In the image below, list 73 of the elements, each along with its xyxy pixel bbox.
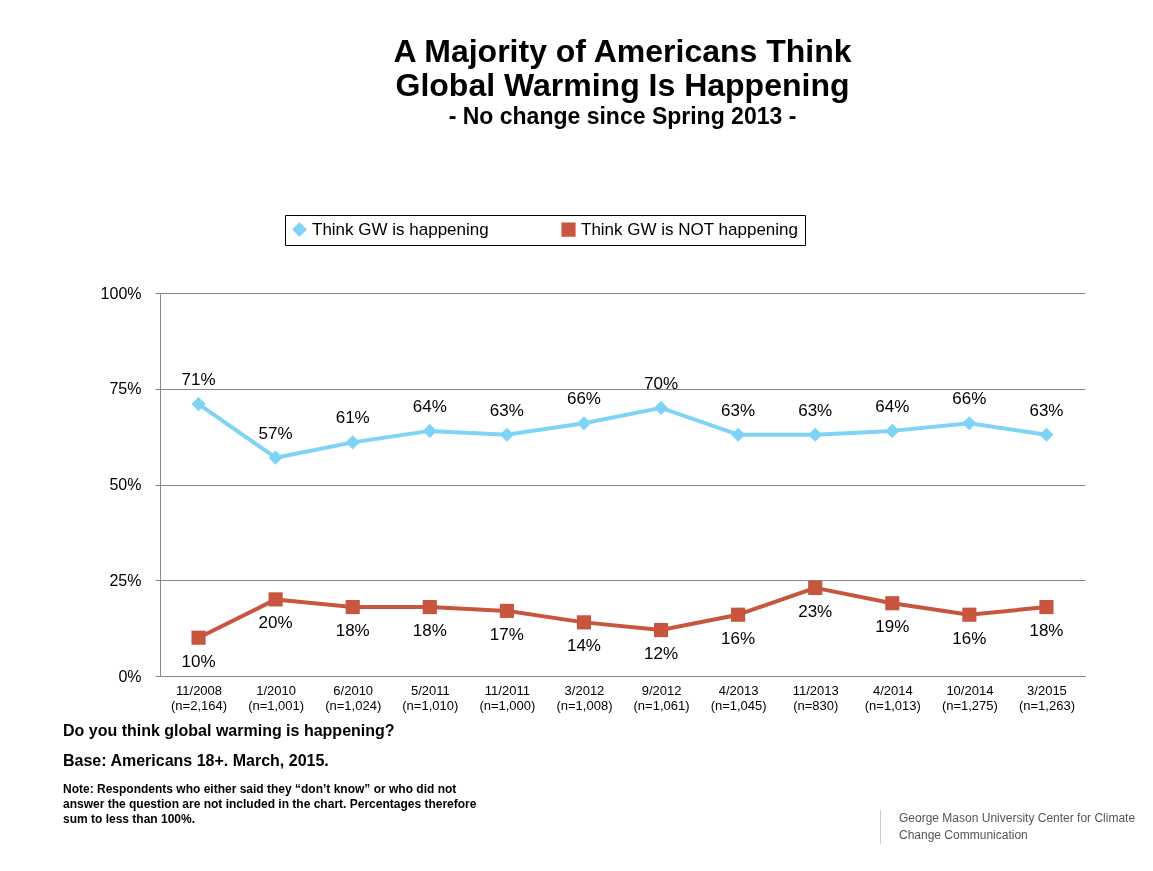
point [422,423,437,438]
data-label: 12% [644,644,679,664]
x-tick-label: 5/2011 (n=1,010) [402,682,459,713]
data-label: 63% [721,400,756,420]
point [653,622,669,638]
data-label: 66% [952,389,987,409]
data-label: 70% [644,373,679,393]
data-label: 20% [258,613,293,633]
x-tick-label: 3/2015 (n=1,263) [1018,682,1075,713]
text: Base: Americans 18+. March, 2015. [63,752,330,770]
data-label: 16% [721,628,756,648]
x-tick-label: 9/2012 (n=1,061) [633,682,690,713]
x-tick-label: 11/2008 (n=2,164) [171,682,228,713]
point [1039,427,1054,442]
point [499,427,514,442]
x-tick-label: 6/2010 (n=1,024) [325,682,382,713]
y-tick-label: 25% [109,571,142,589]
data-label: 18% [412,621,447,641]
point [345,435,360,450]
point [731,427,746,442]
point [808,580,823,595]
chart-subtitle: - No change since Spring 2013 - [448,102,797,129]
data-label: 57% [258,423,293,443]
data-label: 10% [181,651,216,671]
data-label: 19% [875,617,910,637]
data-label: 63% [1029,400,1064,420]
data-label: 18% [1029,621,1064,641]
data-label: 61% [335,408,370,428]
data-label: 14% [566,636,601,656]
data-label: 71% [181,370,216,390]
data-label: 66% [566,389,601,409]
point [885,423,900,438]
y-tick-label: 0% [118,667,142,685]
point [885,596,900,611]
point [191,397,206,412]
point [576,615,592,630]
y-tick-label: 100% [100,284,142,302]
point [962,416,977,431]
x-tick-label: 10/2014 (n=1,275) [941,682,998,713]
data-label: 63% [798,400,833,420]
point [268,450,283,465]
text: George Mason University Center for Climate Change Communication [899,810,1137,844]
chart-title: A Majority of Americans Think Global Warming Is Happening [393,32,852,103]
point [576,416,592,431]
x-tick-label: 4/2014 (n=1,013) [864,682,921,713]
data-label: 23% [798,601,833,621]
data-label: 63% [489,400,524,420]
text: Do you think global warming is happening? [63,722,396,740]
point [268,592,283,607]
point [499,603,514,618]
data-label: 17% [489,624,524,644]
x-tick-label: 11/2013 (n=830) [792,682,839,713]
point [731,607,746,622]
data-label: 18% [335,621,370,641]
data-label: 16% [952,628,987,648]
data-label: 64% [412,396,447,416]
y-tick-label: 75% [109,380,142,398]
legend-label: Think GW is happening [312,219,489,239]
point [422,599,437,615]
point [962,607,977,622]
y-tick-label: 50% [109,476,142,493]
legend-label: Think GW is NOT happening [581,219,798,239]
point [345,599,360,615]
text: Note: Respondents who either said they “don’t know” or who did not answer the question are not included in the chart. Percentages therefore sum to less than 100%. [63,782,478,827]
point [653,400,669,415]
point [808,427,823,442]
point [191,630,206,645]
x-tick-label: 3/2012 (n=1,008) [556,682,613,713]
x-tick-label: 4/2013 (n=1,045) [710,682,767,713]
x-tick-label: 11/2011 (n=1,000) [479,682,536,713]
data-label: 64% [875,396,910,416]
point [1039,599,1054,615]
x-tick-label: 1/2010 (n=1,001) [248,682,305,713]
